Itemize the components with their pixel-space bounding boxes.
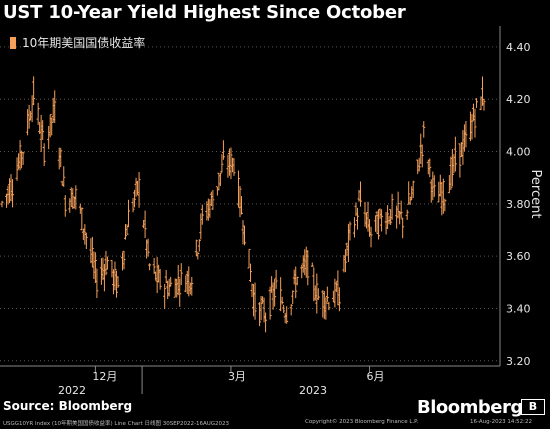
y-tick-label: 3.60: [506, 250, 531, 263]
y-axis: 3.20 3.40 3.60 3.80 4.00 4.20 4.40: [499, 26, 531, 368]
footer: Source: Bloomberg Bloomberg B USGG10YR I…: [0, 396, 550, 429]
x-tick-label: 6月: [367, 370, 385, 383]
legend-label: 10年期美国国债收益率: [22, 35, 145, 50]
y-tick-label: 3.20: [506, 355, 531, 368]
bloomberg-logo: Bloomberg: [417, 397, 523, 418]
y-tick-label: 4.00: [506, 146, 531, 159]
copyright: Copyright© 2023 Bloomberg Finance L.P.: [305, 419, 419, 425]
legend-swatch: [10, 37, 16, 49]
y-tick-label: 3.40: [506, 302, 531, 315]
y-tick-label: 4.40: [506, 41, 531, 54]
price-bars: [0, 76, 486, 333]
y-axis-label: Percent: [528, 170, 543, 219]
x-axis: 12月 3月 6月 2022 2023: [0, 365, 500, 396]
year-label: 2022: [58, 384, 86, 396]
ticker-line: USGG10YR Index (10年期美国国债收益率) Line Chart …: [3, 421, 230, 427]
year-label: 2023: [299, 384, 327, 396]
legend: 10年期美国国债收益率: [10, 35, 145, 50]
x-tick-label: 12月: [92, 370, 117, 383]
chart-title: UST 10-Year Yield Highest Since October: [3, 2, 406, 23]
yield-line-chart: 3.20 3.40 3.60 3.80 4.00 4.20 4.40 12月 3月 6月 2022…: [0, 26, 543, 396]
grid-lines: [0, 46, 500, 362]
x-tick-label: 3月: [228, 370, 246, 383]
timestamp: 16-Aug-2023 14:52:22: [470, 419, 533, 425]
y-tick-label: 4.20: [506, 93, 531, 106]
bloomberg-badge-icon: B: [521, 399, 545, 415]
source-label: Source: Bloomberg: [3, 399, 133, 413]
y-tick-label: 3.80: [506, 198, 531, 211]
